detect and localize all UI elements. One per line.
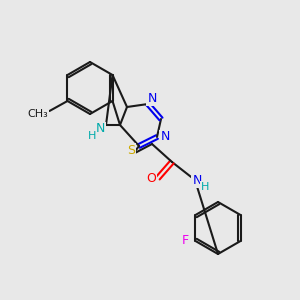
Text: N: N: [192, 173, 202, 187]
Text: N: N: [160, 130, 170, 143]
Text: S: S: [127, 143, 135, 157]
Text: O: O: [146, 172, 156, 184]
Text: H: H: [201, 182, 209, 192]
Text: H: H: [88, 131, 96, 141]
Text: N: N: [95, 122, 105, 136]
Text: CH₃: CH₃: [27, 109, 48, 119]
Text: F: F: [182, 235, 189, 248]
Text: N: N: [147, 92, 157, 104]
